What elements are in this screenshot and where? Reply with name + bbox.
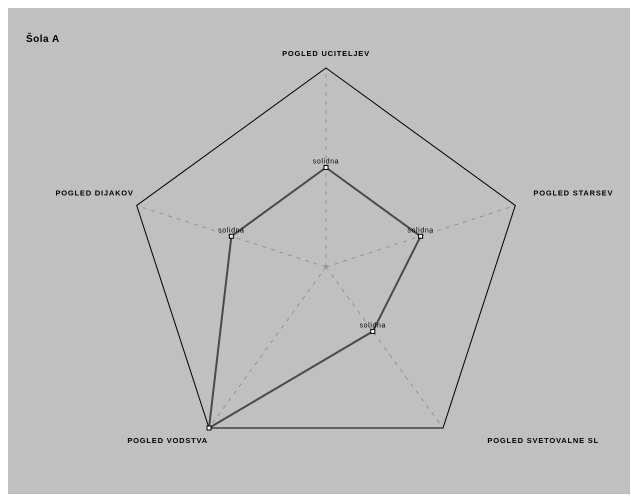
radar-grid: * (136, 67, 516, 429)
axis-label: POGLED VODSTVA (127, 436, 208, 445)
outer-pentagon (136, 67, 516, 429)
chart-title: Šola A (26, 32, 60, 45)
axis-labels: POGLED UCITELJEV POGLED STARSEV POGLED SVE… (55, 49, 613, 445)
data-point (370, 328, 376, 334)
data-point (323, 165, 329, 170)
center-marker: * (324, 263, 328, 273)
series-line (207, 166, 422, 430)
axis-label: POGLED UCITELJEV (282, 49, 370, 58)
data-label: solidna (218, 227, 244, 234)
data-label: solidna (360, 322, 386, 329)
data-point (206, 425, 212, 431)
grid-spoke (325, 266, 444, 429)
data-label: solidna (313, 159, 339, 166)
grid-spoke (208, 266, 327, 429)
data-point (418, 233, 424, 239)
chart-background (8, 8, 630, 494)
data-label: solidna (407, 227, 433, 234)
axis-label: POGLED STARSEV (533, 189, 613, 198)
data-point (228, 233, 234, 239)
axis-label: POGLED DIJAKOV (55, 189, 133, 198)
axis-label: POGLED SVETOVALNE SL (487, 436, 599, 445)
radar-series: solidna solidna solidna solidna (206, 159, 433, 431)
